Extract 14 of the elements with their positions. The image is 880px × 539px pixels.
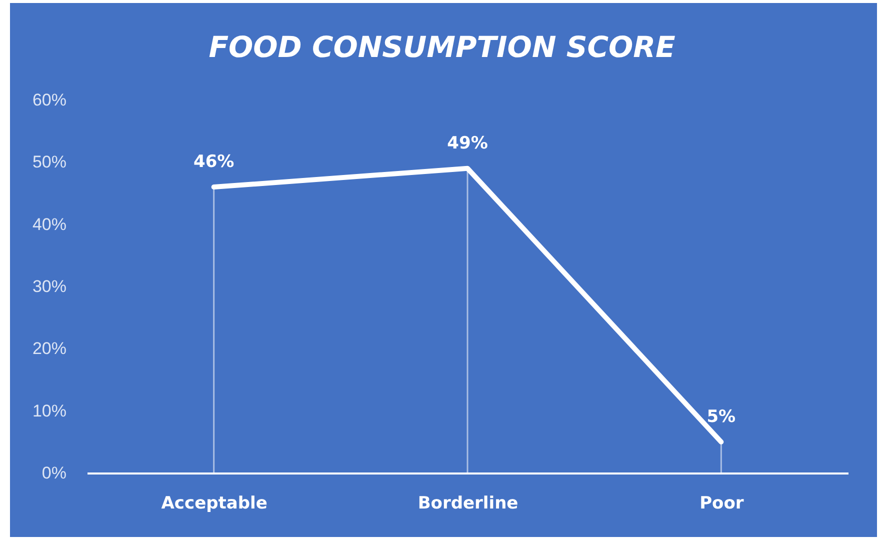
x-tick-label: Acceptable	[161, 494, 268, 514]
y-tick-label: 50%	[32, 152, 66, 172]
y-tick-label: 0%	[42, 464, 66, 482]
data-label: 46%	[193, 152, 234, 172]
y-tick-label: 10%	[32, 401, 66, 420]
y-tick-label: 30%	[32, 277, 66, 296]
y-tick-label: 20%	[32, 339, 66, 358]
y-tick-label: 60%	[32, 90, 66, 110]
data-label: 5%	[706, 406, 736, 427]
x-tick-label: Borderline	[418, 494, 518, 514]
data-label: 49%	[447, 133, 488, 154]
y-tick-label: 40%	[32, 214, 66, 234]
chart-title: FOOD CONSUMPTION SCORE	[208, 30, 676, 64]
x-tick-label: Poor	[700, 494, 744, 514]
